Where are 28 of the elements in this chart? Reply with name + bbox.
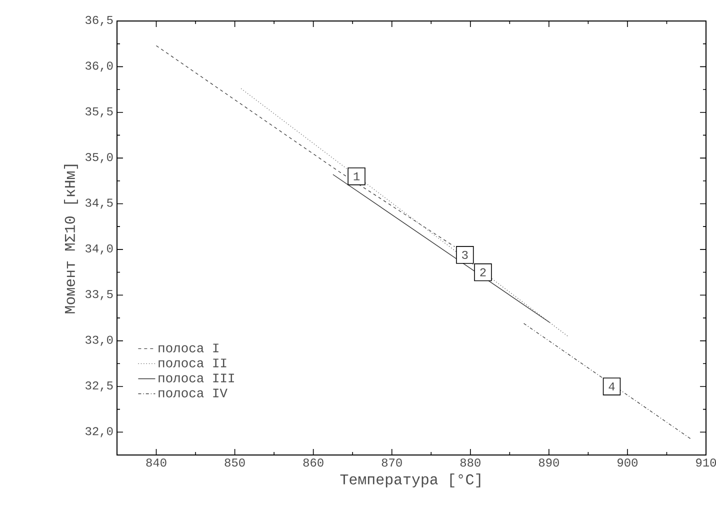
x-tick-label: 880 — [460, 458, 480, 467]
y-tick-label: 35,5 — [86, 107, 113, 118]
annotation: 4 — [608, 382, 615, 390]
x-tick-label: 840 — [146, 458, 166, 467]
x-tick-label: 910 — [696, 458, 716, 467]
legend-label: полоса III — [158, 374, 234, 382]
annotation: 1 — [354, 172, 360, 180]
x-tick-label: 850 — [224, 458, 245, 467]
y-tick-label: 33,5 — [86, 290, 113, 300]
x-tick-label: 900 — [618, 458, 638, 467]
y-axis-title: Момент MΣ10 [кНм] — [64, 164, 78, 314]
x-axis-title: Температура [°C] — [340, 473, 480, 488]
y-tick-label: 36,0 — [86, 62, 113, 72]
y-tick-label: 35,0 — [86, 152, 113, 164]
x-tick-label: 870 — [382, 458, 402, 467]
x-tick-label: 890 — [538, 458, 559, 467]
legend-label: полоса I — [158, 344, 218, 352]
y-tick-label: 34,0 — [86, 244, 113, 254]
annotation: 3 — [462, 250, 468, 259]
y-tick-label: 33,0 — [86, 336, 113, 346]
y-tick-label: 32,0 — [86, 427, 113, 438]
annotation: 2 — [480, 268, 486, 276]
legend-label: полоса IV — [158, 388, 228, 398]
x-tick-label: 860 — [303, 458, 324, 467]
y-tick-label: 34,5 — [86, 198, 113, 209]
y-tick-label: 36,5 — [86, 16, 113, 26]
legend-label: полоса II — [158, 358, 226, 368]
y-tick-label: 32,5 — [86, 381, 113, 392]
